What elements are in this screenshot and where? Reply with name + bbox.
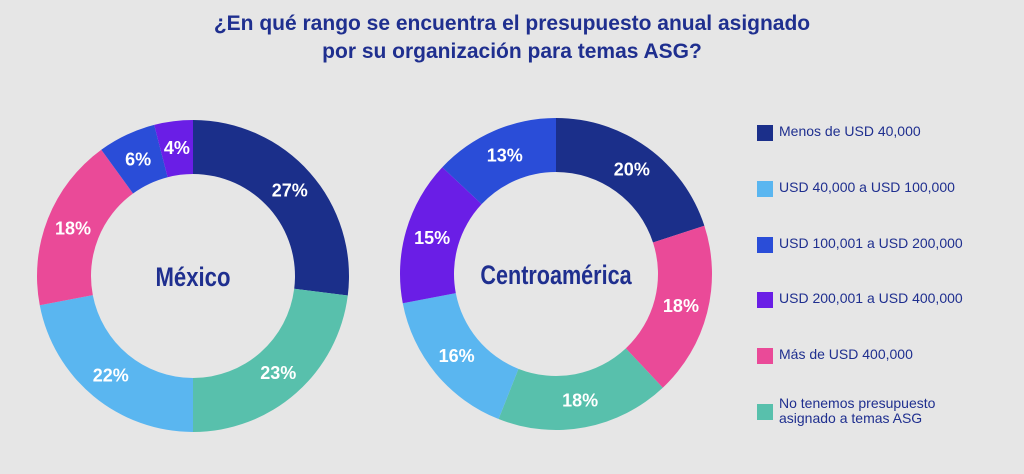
slice-data-label: 22% bbox=[93, 365, 129, 385]
donut-center-title: Centroamérica bbox=[480, 261, 632, 291]
donut-slice bbox=[193, 120, 349, 296]
legend-item-mas-400000: Más de USD 400,000 bbox=[757, 347, 999, 364]
slice-data-label: 20% bbox=[614, 160, 650, 180]
donut-slice bbox=[498, 348, 663, 431]
slice-data-label: 13% bbox=[487, 146, 523, 166]
legend-label: Menos de USD 40,000 bbox=[779, 123, 921, 139]
chart-title-line-1: ¿En qué rango se encuentra el presupuest… bbox=[213, 12, 811, 35]
legend-label: No tenemos presupuesto asignado a temas … bbox=[779, 395, 936, 426]
donut-slice bbox=[625, 225, 712, 388]
donut-center-title: México bbox=[155, 263, 230, 293]
legend-swatch bbox=[757, 404, 773, 420]
donut-slice bbox=[154, 120, 193, 178]
chart-title-line-2: por su organización para temas ASG? bbox=[322, 40, 702, 63]
legend: Menos de USD 40,000 USD 40,000 a USD 100… bbox=[757, 0, 1017, 474]
legend-label: USD 40,000 a USD 100,000 bbox=[779, 179, 955, 195]
slice-data-label: 27% bbox=[272, 181, 308, 201]
slice-data-label: 4% bbox=[164, 138, 190, 158]
slice-data-label: 18% bbox=[55, 219, 91, 239]
slice-data-label: 18% bbox=[562, 391, 598, 411]
legend-swatch bbox=[757, 125, 773, 141]
slice-data-label: 23% bbox=[260, 363, 296, 383]
slice-data-label: 16% bbox=[439, 346, 475, 366]
donut-slice bbox=[39, 295, 194, 432]
donut-slice bbox=[101, 124, 168, 194]
slice-data-label: 18% bbox=[663, 296, 699, 316]
legend-item-menos-40000: Menos de USD 40,000 bbox=[757, 124, 999, 141]
donut-slice bbox=[402, 293, 519, 420]
legend-label: USD 200,001 a USD 400,000 bbox=[779, 290, 963, 306]
donut-slice bbox=[556, 118, 705, 243]
legend-item-sin-presupuesto: No tenemos presupuesto asignado a temas … bbox=[757, 396, 979, 426]
donut-slice bbox=[193, 288, 348, 432]
legend-swatch bbox=[757, 292, 773, 308]
legend-label: Más de USD 400,000 bbox=[779, 346, 913, 362]
legend-swatch bbox=[757, 348, 773, 364]
donut-chart-1: 27% 23% 22% 18% 6% 4% México bbox=[37, 120, 349, 432]
legend-swatch bbox=[757, 181, 773, 197]
donut-slice bbox=[37, 149, 134, 306]
donut-chart-2: 20% 18% 18% 16% 15% 13% Centroamérica bbox=[399, 117, 712, 431]
slice-data-label: 15% bbox=[414, 228, 450, 248]
donut-slice bbox=[442, 117, 556, 205]
legend-item-100001-200000: USD 100,001 a USD 200,000 bbox=[757, 236, 999, 253]
legend-item-40000-100000: USD 40,000 a USD 100,000 bbox=[757, 180, 999, 197]
legend-label: USD 100,001 a USD 200,000 bbox=[779, 235, 963, 251]
legend-swatch bbox=[757, 237, 773, 253]
chart-title: ¿En qué rango se encuentra el presupuest… bbox=[0, 10, 1024, 66]
legend-item-200001-400000: USD 200,001 a USD 400,000 bbox=[757, 291, 999, 308]
donut-slice bbox=[399, 167, 482, 304]
slice-data-label: 6% bbox=[125, 149, 151, 169]
